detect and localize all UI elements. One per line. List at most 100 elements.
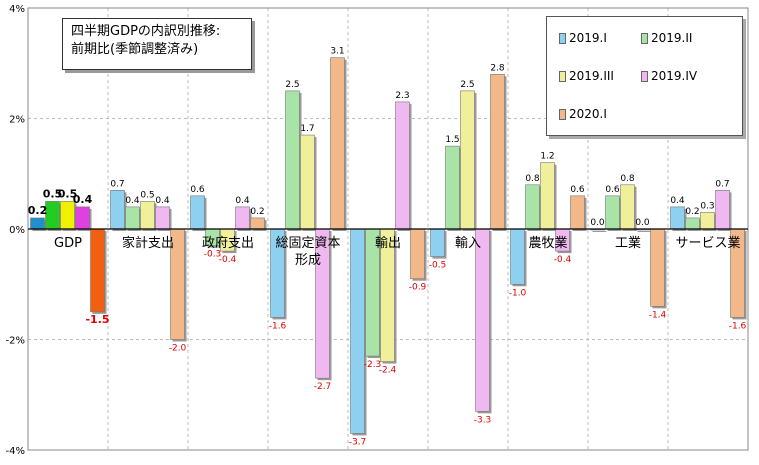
bar <box>235 206 250 230</box>
legend-swatch <box>559 108 566 120</box>
bar <box>140 201 155 230</box>
data-label: -2.0 <box>169 344 187 354</box>
category-label: 形成 <box>295 253 321 268</box>
data-label: 2.8 <box>490 63 505 73</box>
bar <box>125 206 140 230</box>
data-label: 2.5 <box>460 80 474 90</box>
data-label: -0.4 <box>219 255 237 265</box>
category-label: 輸入 <box>455 236 481 251</box>
data-label: 1.5 <box>445 135 459 145</box>
bar <box>190 195 205 230</box>
bar-shadow <box>637 231 652 232</box>
data-label: 0.8 <box>525 174 540 184</box>
legend-item-2019-iv: 2019.IV <box>641 69 697 83</box>
data-label: 3.1 <box>330 47 344 57</box>
data-label: 0.4 <box>73 193 93 206</box>
bar <box>685 217 700 230</box>
bar <box>670 206 685 230</box>
data-label: -2.3 <box>364 360 382 370</box>
bar <box>510 228 525 285</box>
data-label: 2.5 <box>285 80 299 90</box>
bar <box>395 101 410 230</box>
data-label: -1.6 <box>729 321 747 331</box>
value-labels: 0.20.50.50.4-1.50.70.40.50.4-2.00.6-0.3-… <box>28 47 747 448</box>
bar <box>605 195 620 230</box>
data-label: 0.6 <box>605 185 620 195</box>
legend-label: 2020.I <box>569 107 607 121</box>
data-label: -3.7 <box>349 437 367 447</box>
data-label: -3.3 <box>474 415 492 425</box>
chart-title-box: 四半期GDPの内訳別推移: 前期比(季節調整済み) <box>62 18 252 70</box>
data-label: 0.2 <box>685 207 699 217</box>
data-label: -2.4 <box>379 366 397 376</box>
data-label: -1.6 <box>269 321 287 331</box>
bar <box>570 195 585 230</box>
bars <box>30 57 747 436</box>
y-tick-label: -2% <box>6 336 25 347</box>
bar <box>620 184 635 230</box>
legend-swatch <box>641 32 648 44</box>
bar <box>75 206 90 230</box>
bar <box>490 74 505 230</box>
data-label: 1.7 <box>300 124 314 134</box>
bar <box>45 201 60 230</box>
chart-title-line-2: 前期比(季節調整済み) <box>71 42 199 57</box>
legend-label: 2019.IV <box>651 69 698 83</box>
bar <box>525 184 540 230</box>
data-label: 0.5 <box>43 187 63 200</box>
category-label: 工業 <box>615 235 641 251</box>
bar <box>715 190 730 230</box>
y-tick-label: 4% <box>9 4 25 15</box>
bar <box>650 228 665 307</box>
data-label: 0.0 <box>590 218 605 228</box>
data-label: -1.5 <box>85 313 109 326</box>
legend-swatch <box>559 32 566 44</box>
data-label: -0.9 <box>409 283 427 293</box>
data-label: 1.2 <box>540 152 554 162</box>
bar <box>460 90 475 230</box>
data-label: -0.4 <box>554 255 572 265</box>
data-label: 0.2 <box>250 207 264 217</box>
data-label: 0.3 <box>700 201 714 211</box>
category-label: 総固定資本 <box>275 236 340 251</box>
bar <box>540 162 555 230</box>
data-label: 0.4 <box>670 196 685 206</box>
bar <box>700 212 715 230</box>
legend-label: 2019.III <box>569 69 614 83</box>
data-label: 0.7 <box>715 179 729 189</box>
legend-item-2019-ii: 2019.II <box>641 31 692 45</box>
data-label: 0.4 <box>235 196 250 206</box>
category-label: 家計支出 <box>122 235 174 251</box>
data-label: -1.0 <box>509 288 527 298</box>
bar <box>155 206 170 230</box>
data-label: 0.7 <box>110 179 124 189</box>
data-label: 0.2 <box>28 204 48 217</box>
legend-item-2019-iii: 2019.III <box>559 69 614 83</box>
category-label: 農牧業 <box>528 235 567 251</box>
data-label: -0.3 <box>204 250 222 260</box>
bar <box>410 228 425 280</box>
data-label: 0.6 <box>570 185 585 195</box>
data-label: -2.7 <box>314 382 332 392</box>
data-label: 2.3 <box>395 91 409 101</box>
bar <box>300 134 315 230</box>
data-label: 0.4 <box>125 196 140 206</box>
bar <box>445 145 460 230</box>
data-label: -1.4 <box>649 310 667 320</box>
data-label: 0.5 <box>140 190 154 200</box>
y-tick-label: -4% <box>6 446 25 457</box>
data-label: 0.8 <box>620 174 635 184</box>
data-label: -0.5 <box>429 261 447 271</box>
data-label: 0.5 <box>58 187 78 200</box>
bar <box>330 57 345 230</box>
category-label: 政府支出 <box>202 236 254 251</box>
data-label: 0.0 <box>635 218 650 228</box>
legend-item-2020-i: 2020.I <box>559 107 607 121</box>
bar <box>350 228 365 434</box>
data-label: 0.4 <box>155 196 170 206</box>
bar <box>475 228 490 412</box>
legend-item-2019-i: 2019.I <box>559 31 607 45</box>
y-tick-label: 2% <box>9 115 25 126</box>
